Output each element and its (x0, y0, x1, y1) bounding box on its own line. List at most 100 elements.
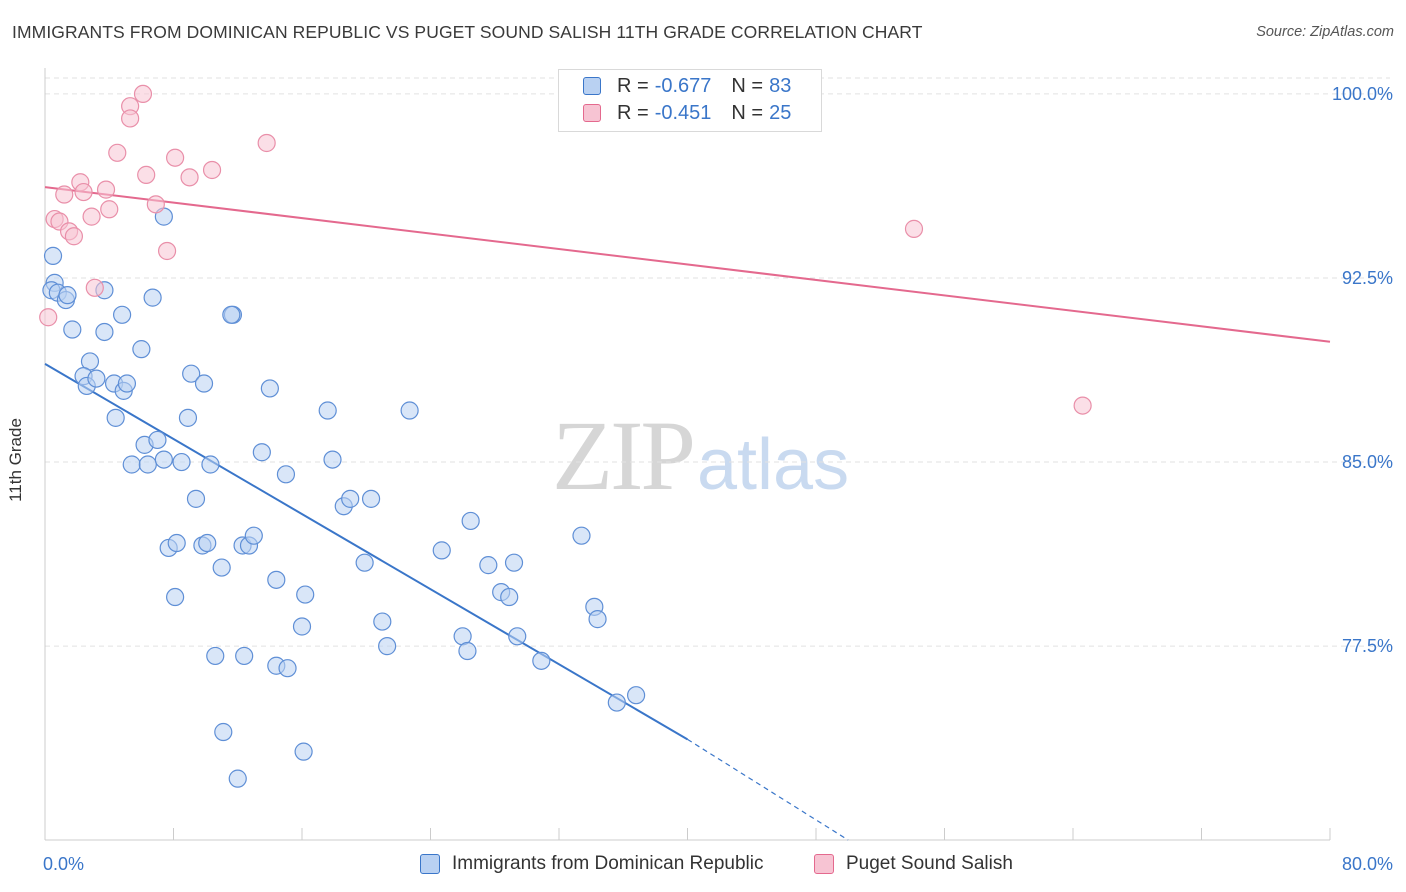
data-point-dominican (532, 651, 551, 670)
n-value: 83 (769, 74, 792, 97)
data-point-salish (74, 182, 93, 202)
data-point-dominican (318, 401, 337, 420)
y-tick-label: 77.5% (1342, 636, 1393, 656)
data-point-dominican (143, 288, 162, 307)
data-point-salish (96, 180, 116, 199)
data-point-dominican (167, 533, 186, 553)
data-point-dominican (458, 641, 477, 661)
data-point-dominican (172, 452, 191, 472)
data-point-salish (137, 165, 156, 184)
y-axis-label: 11th Grade (6, 418, 25, 502)
stats-swatch-pink (583, 104, 601, 122)
data-point-dominican (235, 646, 254, 666)
data-point-salish (146, 195, 165, 214)
data-point-dominican (267, 570, 286, 589)
data-point-dominican (607, 693, 626, 712)
data-point-salish (166, 148, 185, 167)
stats-row-salish: R = -0.451 N = 25 (583, 101, 791, 125)
data-points (39, 84, 1092, 788)
x-tick-label: 80.0% (1342, 854, 1393, 874)
data-point-dominican (588, 610, 607, 629)
data-point-dominican (138, 455, 157, 474)
data-point-dominican (87, 369, 106, 388)
data-point-salish (180, 168, 199, 187)
r-value: -0.677 (654, 74, 712, 97)
data-point-dominican (504, 553, 524, 572)
data-point-salish (1073, 396, 1092, 415)
data-point-dominican (572, 526, 591, 545)
data-point-dominican (106, 408, 125, 427)
data-point-dominican (294, 742, 313, 761)
data-point-dominican (244, 526, 263, 545)
data-point-dominican (432, 541, 451, 560)
data-point-dominican (361, 489, 381, 508)
n-label: N = (731, 101, 764, 124)
source-credit: Source: ZipAtlas.com (1256, 24, 1394, 40)
stats-swatch-blue (583, 77, 601, 95)
data-point-dominican (260, 379, 279, 398)
data-point-salish (133, 84, 153, 104)
data-point-dominican (292, 617, 312, 636)
data-point-salish (64, 227, 84, 246)
r-value: -0.451 (654, 101, 712, 124)
data-point-dominican (508, 627, 527, 646)
stats-row-dominican: R = -0.677 N = 83 (583, 74, 791, 98)
y-tick-label: 100.0% (1332, 84, 1393, 104)
tick-labels: 77.5% 85.0% 92.5% 100.0% 0.0% 80.0% (43, 84, 1393, 874)
data-point-dominican (323, 450, 342, 469)
data-point-dominican (182, 364, 201, 383)
data-point-dominican (400, 401, 419, 420)
n-label: N = (731, 74, 764, 97)
data-point-dominican (228, 769, 247, 788)
data-point-salish (39, 308, 58, 327)
data-point-dominican (95, 322, 114, 342)
data-point-dominican (112, 305, 132, 324)
data-point-salish (904, 219, 924, 238)
data-point-dominican (355, 553, 374, 572)
data-point-dominican (132, 340, 151, 359)
data-point-dominican (252, 443, 271, 462)
legend-label: Puget Sound Salish (846, 853, 1013, 874)
legend-swatch-blue (420, 854, 440, 874)
data-point-salish (121, 109, 140, 128)
data-point-dominican (63, 320, 82, 339)
y-tick-label: 92.5% (1342, 268, 1393, 288)
data-point-dominican (214, 722, 233, 742)
data-point-dominican (148, 430, 167, 450)
chart-title: IMMIGRANTS FROM DOMINICAN REPUBLIC VS PU… (12, 22, 923, 42)
data-point-dominican (479, 556, 498, 575)
data-point-dominican (194, 374, 214, 393)
data-point-salish (108, 143, 127, 162)
data-point-dominican (500, 587, 519, 607)
r-label: R = (617, 74, 649, 97)
legend-swatch-pink (814, 854, 834, 874)
data-point-salish (82, 207, 101, 226)
x-tick-label: 0.0% (43, 854, 84, 874)
legend-item-salish[interactable]: Puget Sound Salish (814, 852, 1013, 876)
gridlines (45, 77, 1390, 647)
data-point-salish (100, 200, 119, 219)
y-tick-label: 85.0% (1342, 452, 1393, 472)
data-point-dominican (206, 646, 225, 666)
data-point-dominican (278, 659, 297, 678)
legend-item-dominican[interactable]: Immigrants from Dominican Republic (420, 852, 764, 876)
trend-line-salish (44, 186, 1331, 343)
trend-line-dominican (44, 363, 689, 741)
data-point-dominican (58, 286, 77, 305)
data-point-dominican (178, 408, 198, 427)
data-point-dominican (201, 455, 220, 474)
axes (44, 68, 1331, 841)
n-value: 25 (769, 101, 792, 124)
legend-label: Immigrants from Dominican Republic (452, 853, 764, 874)
data-point-dominican (461, 511, 480, 531)
data-point-salish (157, 241, 177, 261)
data-point-salish (257, 133, 276, 153)
data-point-dominican (166, 587, 185, 607)
data-point-dominican (626, 686, 646, 705)
data-point-dominican (341, 489, 360, 508)
data-point-dominican (373, 612, 392, 631)
data-point-dominican (222, 305, 241, 324)
data-point-dominican (154, 450, 173, 469)
data-point-salish (55, 185, 74, 204)
